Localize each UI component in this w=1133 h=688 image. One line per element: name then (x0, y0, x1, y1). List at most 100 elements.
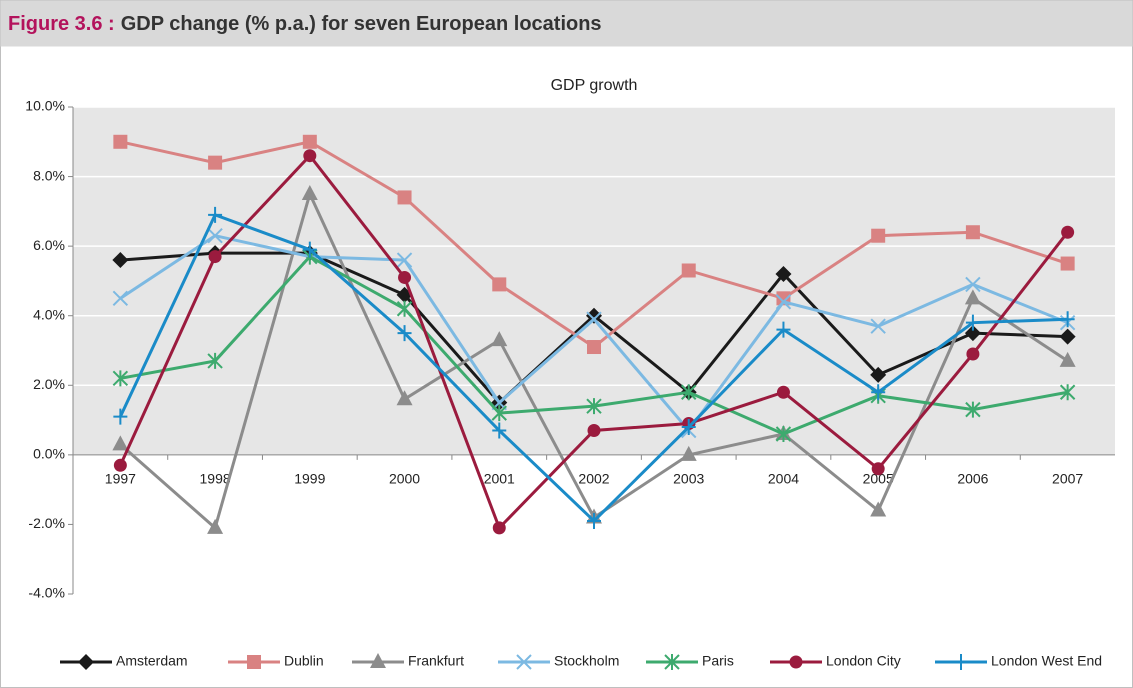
x-tick-label: 2002 (578, 471, 609, 487)
marker (1060, 256, 1075, 271)
marker (587, 340, 601, 355)
marker (775, 265, 792, 282)
marker (396, 390, 413, 406)
marker (113, 134, 128, 149)
marker (965, 401, 981, 418)
marker (586, 398, 602, 415)
marker (681, 419, 696, 436)
marker (113, 408, 128, 425)
y-tick-label: 0.0% (33, 446, 65, 462)
marker (112, 435, 129, 451)
marker (112, 290, 129, 307)
legend-marker (78, 654, 94, 670)
marker (397, 190, 412, 205)
marker (398, 270, 412, 284)
legend-marker (789, 655, 803, 669)
y-tick-label: -4.0% (28, 585, 65, 601)
marker (302, 134, 317, 149)
marker (587, 512, 601, 529)
marker (1060, 311, 1075, 328)
figure-label: Figure 3.6 : GDP change (% p.a.) for seve… (8, 13, 602, 35)
x-tick-label: 2006 (957, 471, 988, 487)
marker (112, 252, 129, 269)
legend-marker (516, 654, 532, 670)
chart-title: GDP growth (551, 77, 638, 94)
marker (965, 314, 980, 331)
marker (1059, 328, 1076, 345)
marker (964, 325, 981, 342)
marker (870, 318, 886, 334)
legend-marker (664, 654, 680, 670)
marker (207, 227, 223, 244)
marker (303, 149, 317, 163)
marker (491, 331, 508, 347)
legend-label: Paris (702, 653, 734, 669)
marker (681, 263, 696, 278)
x-tick-label: 2003 (673, 471, 704, 487)
marker (1059, 351, 1076, 367)
figure-title: GDP change (% p.a.) for seven European l… (121, 13, 602, 35)
marker (586, 307, 602, 324)
marker (871, 228, 886, 243)
legend-label: Dublin (284, 653, 324, 669)
x-tick-label: 2000 (389, 471, 420, 487)
marker (208, 206, 223, 223)
legend-label: London West End (991, 653, 1102, 669)
series (113, 206, 1075, 529)
marker (965, 225, 980, 240)
legend-marker (247, 655, 261, 669)
header-bar (0, 0, 1133, 47)
marker (113, 458, 127, 472)
legend-marker (370, 653, 386, 668)
marker (397, 325, 412, 342)
marker (112, 370, 129, 387)
marker (208, 250, 222, 264)
marker (301, 184, 318, 200)
marker (396, 252, 413, 268)
legend-marker (954, 654, 968, 670)
marker (207, 352, 223, 369)
marker (396, 300, 413, 317)
marker (207, 518, 224, 534)
marker (776, 385, 790, 399)
x-tick-label: 1999 (294, 471, 325, 487)
series (112, 248, 1076, 442)
marker (966, 347, 980, 361)
x-tick-label: 1998 (200, 471, 231, 487)
marker (492, 422, 507, 439)
marker (776, 321, 791, 338)
marker (208, 155, 223, 170)
marker (870, 501, 887, 517)
legend-label: Stockholm (554, 653, 619, 669)
marker (681, 384, 697, 401)
x-tick-label: 1997 (105, 471, 136, 487)
legend-label: Frankfurt (408, 653, 464, 669)
series (113, 149, 1075, 535)
x-tick-label: 2005 (863, 471, 894, 487)
y-tick-label: -2.0% (28, 515, 65, 531)
legend-label: London City (826, 653, 901, 669)
marker (680, 445, 697, 461)
x-tick-label: 2004 (768, 471, 799, 487)
y-tick-label: 4.0% (33, 306, 65, 322)
marker (871, 384, 886, 401)
marker (1061, 225, 1075, 239)
marker (870, 366, 887, 383)
marker (965, 276, 981, 293)
y-tick-label: 8.0% (33, 167, 65, 183)
marker (587, 424, 601, 438)
y-tick-label: 10.0% (25, 98, 65, 114)
marker (775, 425, 792, 442)
plot-area (73, 107, 1115, 455)
marker (491, 405, 507, 422)
y-tick-label: 6.0% (33, 237, 65, 253)
y-tick-label: 2.0% (33, 376, 65, 392)
marker (871, 462, 885, 476)
marker (586, 311, 602, 327)
legend-label: Amsterdam (116, 653, 188, 669)
marker (775, 294, 792, 310)
marker (492, 277, 507, 292)
marker (964, 289, 981, 305)
